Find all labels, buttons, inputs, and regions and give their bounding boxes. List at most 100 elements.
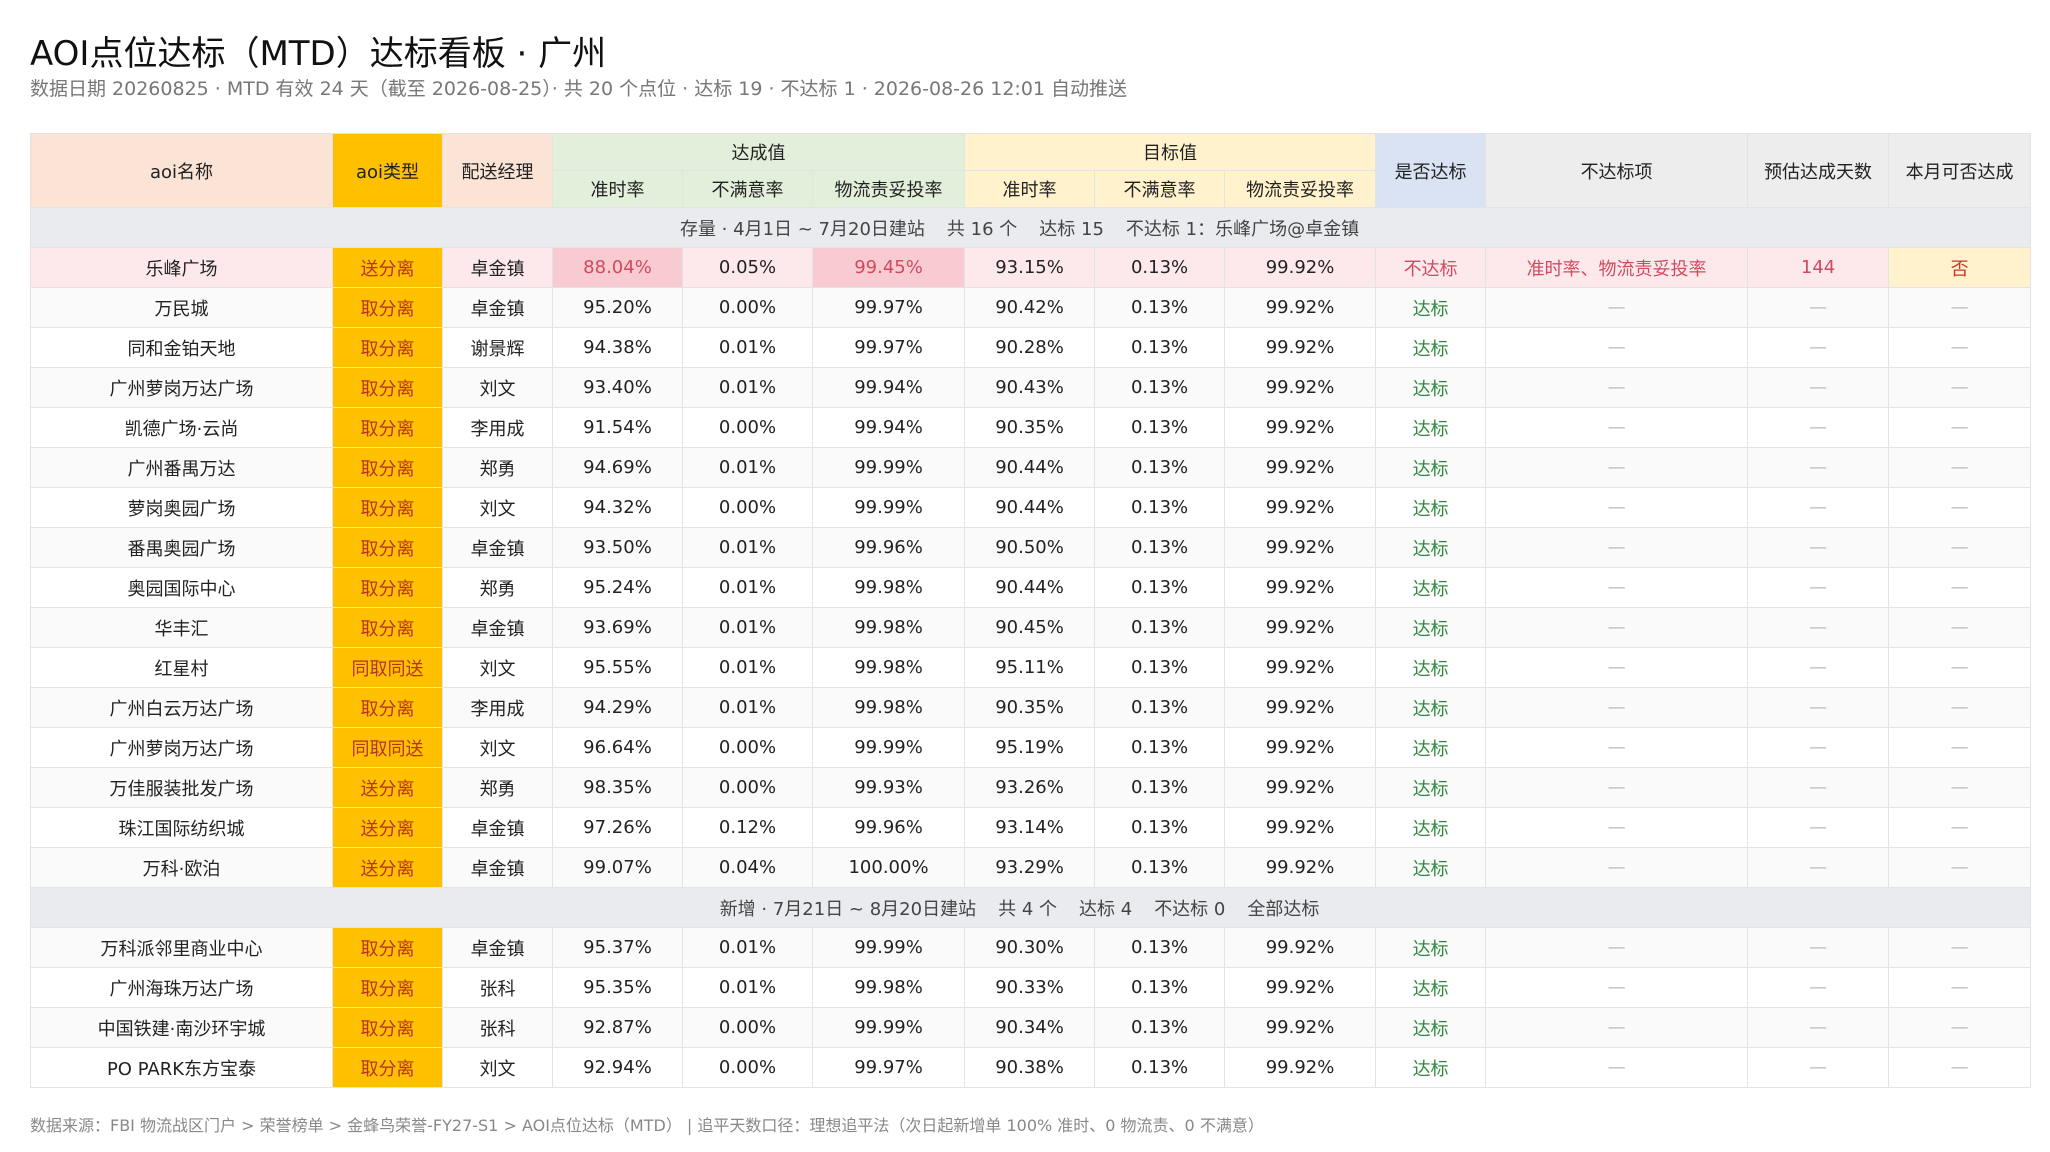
cell: — bbox=[1747, 807, 1890, 848]
cell: — bbox=[1888, 367, 2032, 408]
cell: 0.05% bbox=[682, 247, 813, 288]
cell: 90.42% bbox=[964, 287, 1096, 328]
cell: 90.44% bbox=[964, 447, 1096, 488]
cell: 0.04% bbox=[682, 847, 813, 888]
cell: 达标 bbox=[1375, 287, 1487, 328]
cell: 萝岗奥园广场 bbox=[30, 487, 333, 528]
cell: 万科派邻里商业中心 bbox=[30, 927, 333, 968]
cell: — bbox=[1485, 367, 1749, 408]
cell: — bbox=[1888, 847, 2032, 888]
cell: — bbox=[1485, 647, 1749, 688]
cell: 取分离 bbox=[332, 967, 443, 1008]
cell: 99.92% bbox=[1224, 767, 1377, 808]
cell: 0.13% bbox=[1094, 687, 1226, 728]
group-row: 新增 · 7月21日 ~ 8月20日建站共 4 个达标 4 不达标 0 全部达标 bbox=[29, 887, 2032, 928]
data-row: 萝岗奥园广场 取分离 刘文 94.32% 0.00% 99.99% 90.44% 0.13% 9… bbox=[30, 487, 2032, 528]
table-body: 存量 · 4月1日 ~ 7月20日建站共 16 个达标 15 不达标 1：乐峰广场… bbox=[29, 207, 2032, 1088]
cell: 99.94% bbox=[811, 367, 966, 408]
cell: — bbox=[1747, 567, 1890, 608]
cell: 郑勇 bbox=[442, 767, 553, 808]
cell: — bbox=[1888, 327, 2032, 368]
cell: 达标 bbox=[1375, 447, 1487, 488]
summary-item: 全部达标 bbox=[1247, 898, 1320, 920]
cell: 0.13% bbox=[1094, 727, 1226, 768]
cell: 达标 bbox=[1375, 407, 1487, 448]
cell: 90.50% bbox=[964, 527, 1096, 568]
cell: — bbox=[1485, 567, 1749, 608]
cell: 取分离 bbox=[332, 1047, 443, 1088]
cell: 谢景辉 bbox=[442, 327, 553, 368]
cell: 奥园国际中心 bbox=[30, 567, 333, 608]
data-row: 番禺奥园广场 取分离 卓金镇 93.50% 0.01% 99.96% 90.50% 0.13%… bbox=[30, 527, 2032, 568]
cell: 99.98% bbox=[811, 967, 966, 1008]
cell: — bbox=[1485, 327, 1749, 368]
cell: 取分离 bbox=[332, 687, 443, 728]
cell: 0.00% bbox=[682, 487, 813, 528]
cell: 达标 bbox=[1375, 967, 1487, 1008]
cell: 送分离 bbox=[332, 767, 443, 808]
cell: — bbox=[1747, 447, 1890, 488]
summary-item: 新增 · 7月21日 ~ 8月20日建站 bbox=[719, 898, 977, 920]
summary-item: 达标 15 bbox=[1039, 218, 1104, 240]
cell: 91.54% bbox=[552, 407, 683, 448]
cell: — bbox=[1747, 607, 1890, 648]
cell: — bbox=[1747, 327, 1890, 368]
cell: 0.13% bbox=[1094, 647, 1226, 688]
cell: 99.92% bbox=[1224, 247, 1377, 288]
cell: 90.34% bbox=[964, 1007, 1096, 1048]
cell: 0.01% bbox=[682, 367, 813, 408]
data-row: PO PARK东方宝泰 取分离 刘文 92.94% 0.00% 99.97% 90.38% 0… bbox=[30, 1047, 2032, 1088]
cell: 0.13% bbox=[1094, 287, 1226, 328]
cell: 不达标 bbox=[1375, 247, 1487, 288]
cell: 92.94% bbox=[552, 1047, 683, 1088]
cell: PO PARK东方宝泰 bbox=[30, 1047, 333, 1088]
title: AOI点位达标（MTD）达标看板 · 广州 bbox=[30, 34, 607, 74]
cell: — bbox=[1485, 607, 1749, 648]
cell: 99.92% bbox=[1224, 727, 1377, 768]
cell: 99.92% bbox=[1224, 1047, 1377, 1088]
cell: 88.04% bbox=[552, 247, 683, 288]
cell: 93.40% bbox=[552, 367, 683, 408]
cell: 90.28% bbox=[964, 327, 1096, 368]
group-row: 存量 · 4月1日 ~ 7月20日建站共 16 个达标 15 不达标 1：乐峰广场… bbox=[29, 207, 2032, 248]
cell: 送分离 bbox=[332, 847, 443, 888]
cell: 95.24% bbox=[552, 567, 683, 608]
cell: — bbox=[1485, 927, 1749, 968]
cell: 0.13% bbox=[1094, 487, 1226, 528]
cell: 同和金铂天地 bbox=[30, 327, 333, 368]
cell: 99.92% bbox=[1224, 407, 1377, 448]
cell: 取分离 bbox=[332, 487, 443, 528]
cell: 0.13% bbox=[1094, 967, 1226, 1008]
cell: 取分离 bbox=[332, 367, 443, 408]
cell: 取分离 bbox=[332, 527, 443, 568]
cell: 达标 bbox=[1375, 607, 1487, 648]
cell: 90.35% bbox=[964, 687, 1096, 728]
table-header: aoi名称 aoi类型 配送经理 达成值 目标值 是否达标 不达标项 预估达成天数 本月可否达成… bbox=[30, 133, 2032, 208]
cell: 0.01% bbox=[682, 327, 813, 368]
cell: — bbox=[1747, 527, 1890, 568]
cell: 95.55% bbox=[552, 647, 683, 688]
cell: 取分离 bbox=[332, 407, 443, 448]
cell: 万佳服装批发广场 bbox=[30, 767, 333, 808]
cell: — bbox=[1747, 367, 1890, 408]
cell: 0.13% bbox=[1094, 1007, 1226, 1048]
cell: 刘文 bbox=[442, 647, 553, 688]
cell: — bbox=[1888, 527, 2032, 568]
cell: 99.92% bbox=[1224, 607, 1377, 648]
data-row: 珠江国际纺织城 送分离 卓金镇 97.26% 0.12% 99.96% 93.14% 0.13… bbox=[30, 807, 2032, 848]
cell: 0.13% bbox=[1094, 247, 1226, 288]
cell: 达标 bbox=[1375, 567, 1487, 608]
cell: — bbox=[1747, 407, 1890, 448]
cell: 0.00% bbox=[682, 1047, 813, 1088]
cell: 99.99% bbox=[811, 447, 966, 488]
cell: 郑勇 bbox=[442, 567, 553, 608]
cell: — bbox=[1485, 447, 1749, 488]
cell: — bbox=[1485, 1047, 1749, 1088]
cell: 0.00% bbox=[682, 767, 813, 808]
cell: 99.97% bbox=[811, 1047, 966, 1088]
cell: 取分离 bbox=[332, 1007, 443, 1048]
cell: — bbox=[1888, 767, 2032, 808]
cell: 94.38% bbox=[552, 327, 683, 368]
board-table: aoi名称 aoi类型 配送经理 达成值 目标值 是否达标 不达标项 预估达成天数 本月可否达成… bbox=[29, 133, 2032, 1088]
